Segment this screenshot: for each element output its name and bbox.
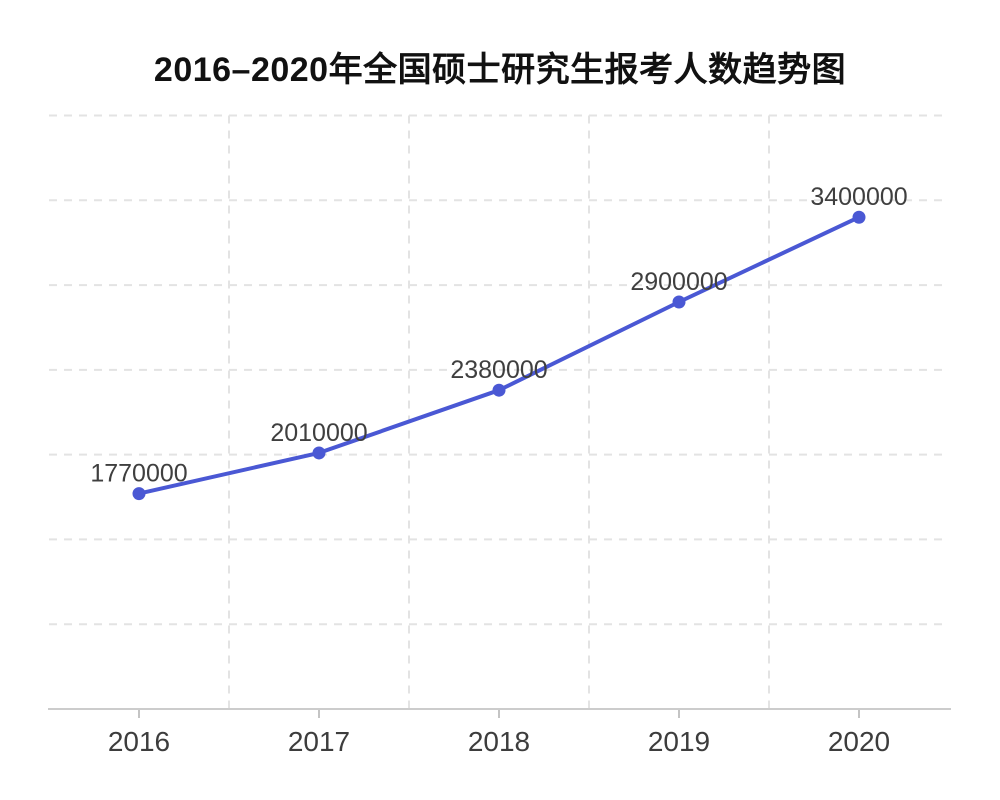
data-point[interactable] (852, 210, 866, 224)
chart-title: 2016–2020年全国硕士研究生报考人数趋势图 (153, 51, 847, 89)
data-point-label: 2010000 (270, 419, 367, 447)
x-axis-label: 2018 (468, 726, 530, 757)
data-point[interactable] (312, 446, 326, 460)
x-axis-label: 2017 (288, 726, 350, 757)
data-point-label: 2900000 (630, 268, 727, 296)
x-axis-label: 2019 (648, 726, 710, 757)
data-point[interactable] (672, 295, 686, 309)
data-point-label: 3400000 (810, 183, 907, 211)
x-axis-label: 2020 (828, 726, 890, 757)
data-point[interactable] (132, 487, 146, 501)
data-point-label: 1770000 (90, 460, 187, 488)
x-axis-label: 2016 (108, 726, 170, 757)
data-point[interactable] (492, 383, 506, 397)
data-point-label: 2380000 (450, 356, 547, 384)
